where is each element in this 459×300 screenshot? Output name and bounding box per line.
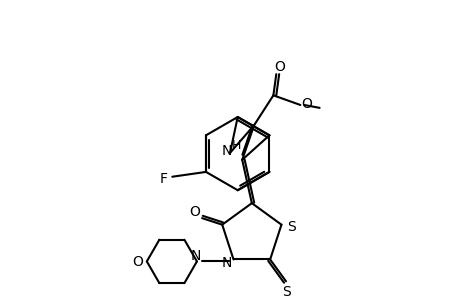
Text: N: N [190, 249, 201, 262]
Text: O: O [189, 205, 199, 219]
Text: F: F [159, 172, 167, 186]
Text: O: O [274, 60, 285, 74]
Text: H: H [232, 139, 241, 152]
Text: O: O [301, 97, 312, 111]
Text: N: N [222, 144, 232, 158]
Text: O: O [133, 255, 143, 269]
Text: N: N [221, 256, 231, 270]
Text: S: S [282, 285, 291, 299]
Text: S: S [286, 220, 295, 234]
